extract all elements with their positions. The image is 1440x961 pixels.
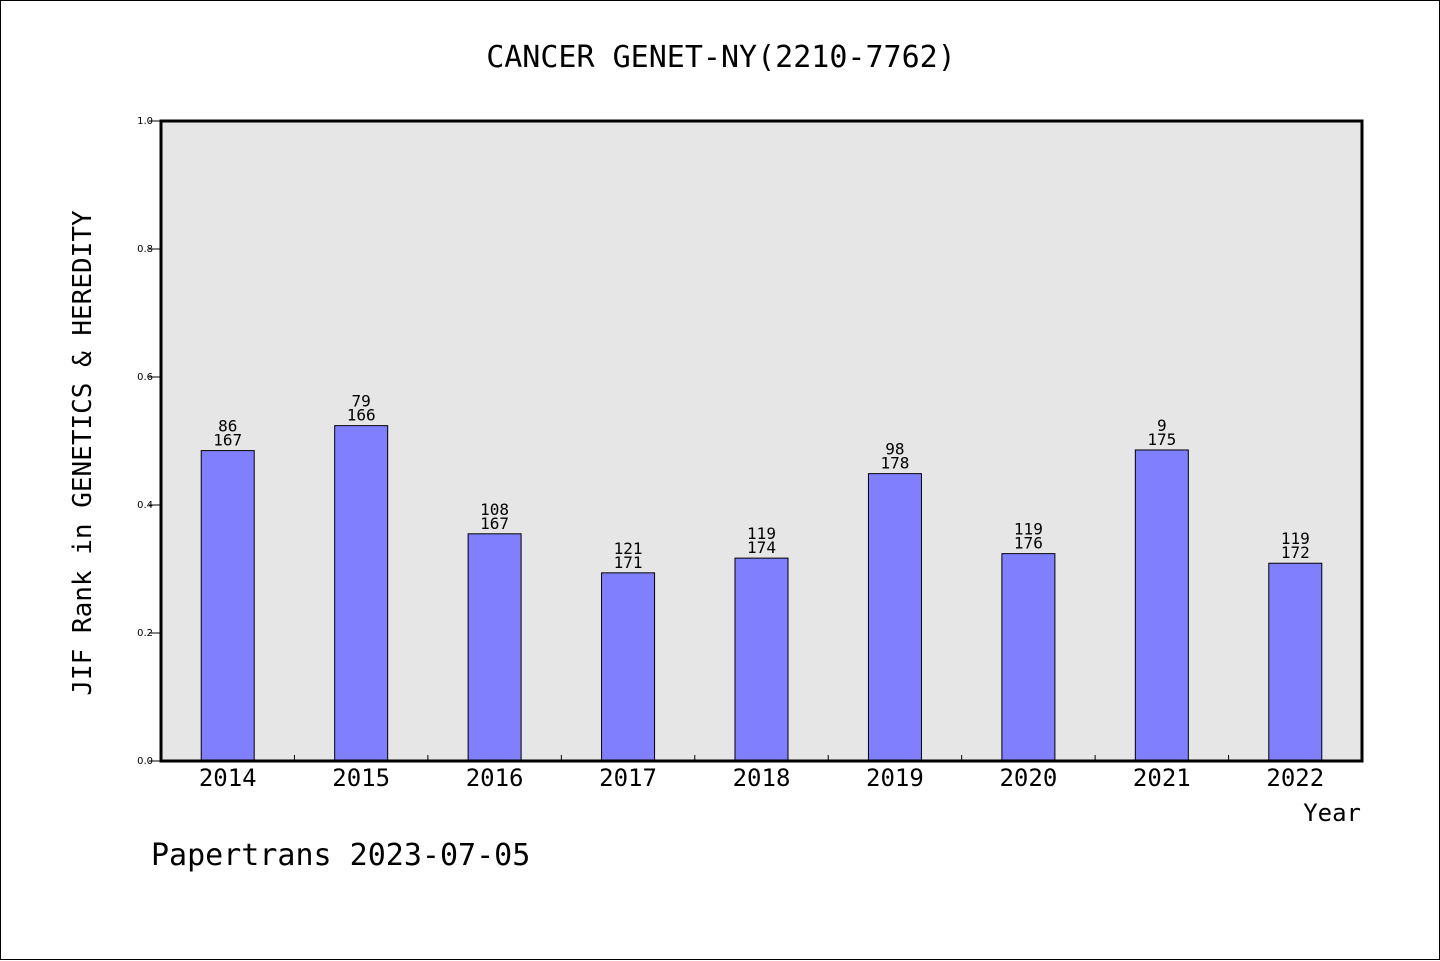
bar-total-label-2021: 175 xyxy=(1147,430,1176,449)
bar-rank-label-2018: 119 xyxy=(747,524,776,543)
x-tick-label-2019: 2019 xyxy=(866,764,924,792)
bar-total-label-2020: 176 xyxy=(1014,534,1043,553)
bar-rank-label-2020: 119 xyxy=(1014,520,1043,539)
bar-total-label-2019: 178 xyxy=(880,454,909,473)
x-axis: 2014 2015 2016 2017 2018 2019 2020 2021 2022 xyxy=(199,755,1324,792)
x-axis-label: Year xyxy=(1303,799,1361,827)
bar-2022 xyxy=(1268,562,1323,762)
bar-rank-label-2015: 79 xyxy=(352,392,371,411)
bar-2018 xyxy=(734,557,789,762)
bar-rank-label-2021: 9 xyxy=(1157,416,1167,435)
y-axis: 0.0 0.2 0.4 0.6 0.8 1.0 xyxy=(137,116,161,767)
bar-2017 xyxy=(601,572,656,762)
x-tick-label-2018: 2018 xyxy=(733,764,791,792)
bar-2020 xyxy=(1001,553,1056,762)
bars-group xyxy=(200,425,1323,762)
bar-2014 xyxy=(200,450,255,762)
x-tick-label-2015: 2015 xyxy=(332,764,390,792)
y-tick-label: 0.8 xyxy=(137,244,153,255)
bar-2016 xyxy=(467,533,522,762)
bar-labels-group: 8616779166108167121171119174981781191769… xyxy=(213,392,1309,572)
x-tick-label-2021: 2021 xyxy=(1133,764,1191,792)
bar-total-label-2014: 167 xyxy=(213,431,242,450)
bar-rank-label-2019: 98 xyxy=(885,440,904,459)
bar-total-label-2017: 171 xyxy=(614,553,643,572)
x-tick-label-2016: 2016 xyxy=(466,764,524,792)
bar-total-label-2015: 166 xyxy=(347,406,376,425)
x-tick-label-2014: 2014 xyxy=(199,764,257,792)
footer-watermark: Papertrans 2023-07-05 xyxy=(151,838,530,873)
x-tick-label-2022: 2022 xyxy=(1266,764,1324,792)
bar-total-label-2022: 172 xyxy=(1281,543,1310,562)
y-tick-label: 0.4 xyxy=(137,500,153,511)
bar-rank-label-2022: 119 xyxy=(1281,529,1310,548)
bar-2019 xyxy=(867,473,922,762)
y-tick-label: 0.2 xyxy=(137,628,153,639)
plot-border xyxy=(159,119,1364,763)
bar-rank-label-2016: 108 xyxy=(480,500,509,519)
bar-total-label-2018: 174 xyxy=(747,538,776,557)
x-tick-label-2017: 2017 xyxy=(599,764,657,792)
bar-rank-label-2014: 86 xyxy=(218,417,237,436)
bar-rank-label-2017: 121 xyxy=(614,539,643,558)
chart-title: CANCER GENET-NY(2210-7762) xyxy=(486,40,956,75)
y-tick-label: 0.0 xyxy=(137,756,153,767)
bar-2015 xyxy=(334,425,389,762)
bar-total-label-2016: 167 xyxy=(480,514,509,533)
bar-2021 xyxy=(1134,449,1189,762)
x-tick-label-2020: 2020 xyxy=(999,764,1057,792)
y-tick-label: 0.6 xyxy=(137,372,153,383)
y-tick-label: 1.0 xyxy=(137,116,153,127)
y-axis-label: JIF Rank in GENETICS & HEREDITY xyxy=(68,210,98,696)
